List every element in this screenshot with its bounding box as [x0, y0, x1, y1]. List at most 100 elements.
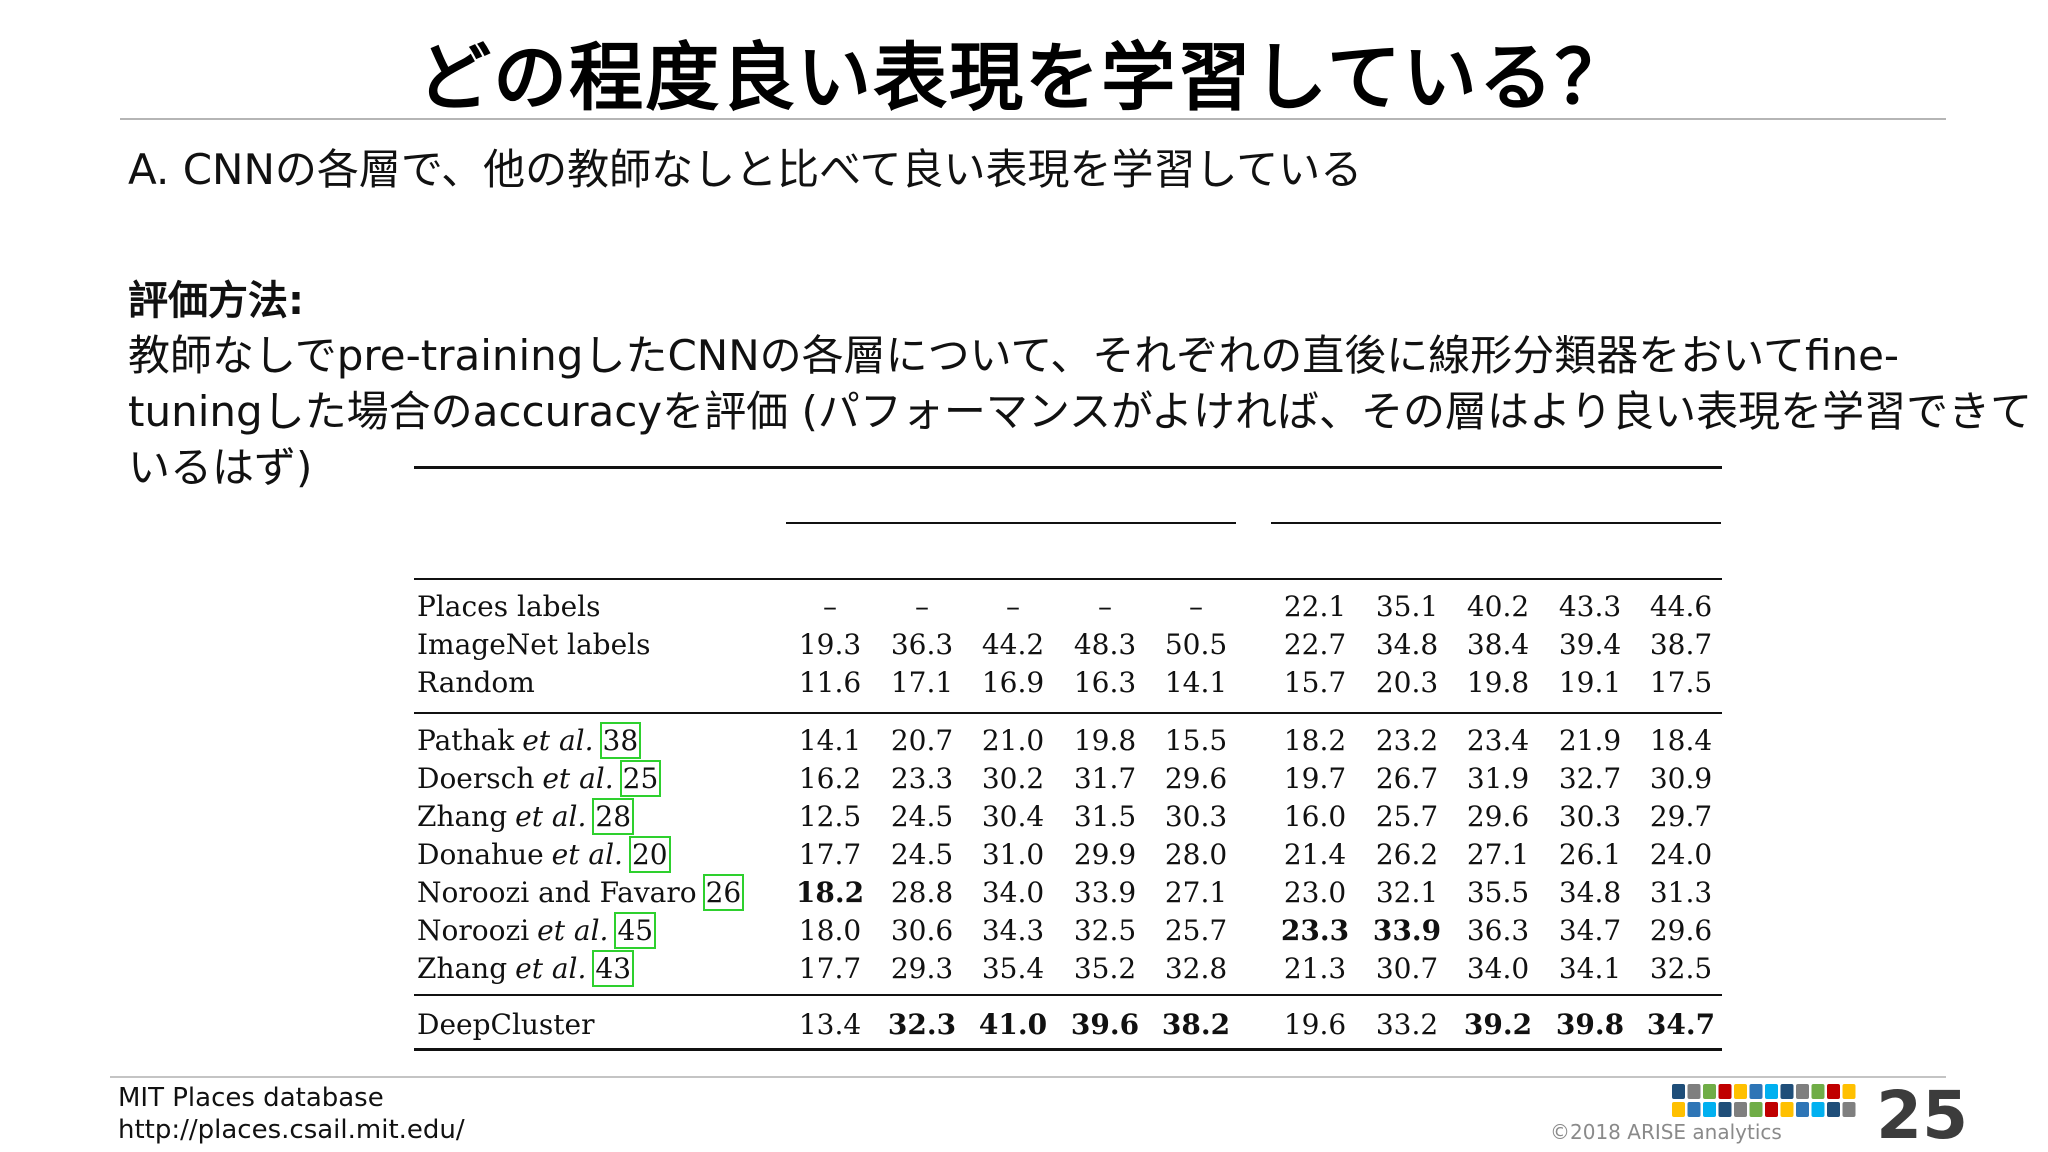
- table-value: 39.2: [1463, 1008, 1533, 1041]
- table-value: 18.0: [798, 914, 862, 947]
- logo-block: [1703, 1102, 1716, 1117]
- table-value: 17.7: [798, 838, 862, 871]
- method-name: Noroozi and Favaro 26: [417, 874, 745, 911]
- evaluation-description: 教師なしでpre-trainingしたCNNの各層について、それぞれの直後に線形…: [128, 328, 2033, 496]
- method-name: Noroozi et al. 45: [417, 912, 657, 949]
- method-label: ImageNet labels: [417, 628, 651, 661]
- table-value: 21.9: [1558, 724, 1622, 757]
- table-value: 41.0: [978, 1008, 1048, 1041]
- logo-block: [1672, 1102, 1685, 1117]
- table-value: 15.7: [1283, 666, 1347, 699]
- method-name: Pathak et al. 38: [417, 722, 642, 759]
- table-value: –: [1098, 590, 1112, 623]
- table-value: 29.6: [1164, 762, 1228, 795]
- table-value: 34.0: [981, 876, 1045, 909]
- method-name: Random: [417, 666, 535, 700]
- table-value: 30.3: [1558, 800, 1622, 833]
- method-label: Noroozi: [417, 914, 530, 947]
- table-value: 24.0: [1649, 838, 1713, 871]
- citation-link[interactable]: 43: [592, 950, 635, 987]
- table-value: 32.8: [1164, 952, 1228, 985]
- citation-link[interactable]: 28: [592, 798, 635, 835]
- et-al-text: et al.: [515, 800, 587, 833]
- title-divider: [120, 118, 1946, 120]
- et-al-text: et al.: [542, 762, 614, 795]
- table-value: 20.7: [890, 724, 954, 757]
- method-name: Doersch et al. 25: [417, 760, 662, 797]
- logo-block: [1796, 1084, 1809, 1099]
- table-value: 36.3: [890, 628, 954, 661]
- table-value: 31.7: [1073, 762, 1137, 795]
- citation-link[interactable]: 38: [599, 722, 642, 759]
- table-value: 28.8: [890, 876, 954, 909]
- group-rule-imagenet: [786, 522, 1236, 524]
- method-name: Places labels: [417, 590, 600, 624]
- logo-block: [1718, 1084, 1732, 1099]
- table-value: 25.7: [1164, 914, 1228, 947]
- table-value: 17.1: [890, 666, 954, 699]
- method-label: Zhang: [417, 800, 508, 833]
- method-name: Donahue et al. 20: [417, 836, 671, 873]
- method-label: Pathak: [417, 724, 515, 757]
- method-name: ImageNet labels: [417, 628, 651, 662]
- table-value: 22.7: [1283, 628, 1347, 661]
- table-value: 35.1: [1375, 590, 1439, 623]
- logo-block: [1796, 1102, 1809, 1117]
- logo-block: [1842, 1102, 1856, 1117]
- table-value: 19.7: [1283, 762, 1347, 795]
- table-value: 34.0: [1466, 952, 1530, 985]
- citation-link[interactable]: 20: [628, 836, 671, 873]
- logo-block: [1749, 1084, 1763, 1099]
- logo-block: [1687, 1102, 1701, 1117]
- logo-block: [1749, 1102, 1763, 1117]
- source-title: MIT Places database: [118, 1083, 384, 1113]
- slide-title: どの程度良い表現を学習している？: [417, 35, 1631, 121]
- logo-block: [1718, 1102, 1732, 1117]
- evaluation-line-2: tuningした場合のaccuracyを評価 (パフォーマンスがよければ、その層…: [128, 387, 2033, 436]
- table-value: 14.1: [798, 724, 862, 757]
- table-value: 18.2: [1283, 724, 1347, 757]
- table-value: 29.6: [1466, 800, 1530, 833]
- table-value: 24.5: [890, 838, 954, 871]
- table-value: 23.2: [1375, 724, 1439, 757]
- page-number: 25: [1876, 1077, 1968, 1152]
- table-value: 33.9: [1372, 914, 1442, 947]
- table-value: 33.9: [1073, 876, 1137, 909]
- table-value: 17.7: [798, 952, 862, 985]
- table-value: 19.3: [798, 628, 862, 661]
- table-value: 31.9: [1466, 762, 1530, 795]
- table-value: 30.7: [1375, 952, 1439, 985]
- et-al-text: et al.: [537, 914, 609, 947]
- evaluation-heading: 評価方法:: [128, 278, 304, 324]
- table-value: 30.9: [1649, 762, 1713, 795]
- table-value: 20.3: [1375, 666, 1439, 699]
- table-value: –: [915, 590, 929, 623]
- citation-link[interactable]: 26: [702, 874, 745, 911]
- logo-block: [1687, 1084, 1701, 1099]
- table-value: 31.0: [981, 838, 1045, 871]
- logo-block: [1780, 1102, 1794, 1117]
- table-value: –: [1006, 590, 1020, 623]
- table-value: 19.8: [1466, 666, 1530, 699]
- logo-block: [1827, 1084, 1840, 1099]
- citation-link[interactable]: 25: [619, 760, 662, 797]
- group-rule-places: [1271, 522, 1721, 524]
- table-value: 34.7: [1646, 1008, 1716, 1041]
- table-value: 26.1: [1558, 838, 1622, 871]
- table-value: 30.2: [981, 762, 1045, 795]
- table-value: 32.3: [887, 1008, 957, 1041]
- method-label: DeepCluster: [417, 1008, 595, 1041]
- method-label: Doersch: [417, 762, 535, 795]
- table-value: 21.0: [981, 724, 1045, 757]
- table-value: 29.9: [1073, 838, 1137, 871]
- citation-link[interactable]: 45: [614, 912, 657, 949]
- company-logo: [1672, 1084, 1856, 1117]
- table-value: 16.3: [1073, 666, 1137, 699]
- table-value: 39.6: [1070, 1008, 1140, 1041]
- table-value: 27.1: [1466, 838, 1530, 871]
- logo-block: [1672, 1084, 1685, 1099]
- table-value: 23.0: [1283, 876, 1347, 909]
- table-value: 32.5: [1649, 952, 1713, 985]
- copyright-text: ©2018 ARISE analytics: [1550, 1120, 1782, 1144]
